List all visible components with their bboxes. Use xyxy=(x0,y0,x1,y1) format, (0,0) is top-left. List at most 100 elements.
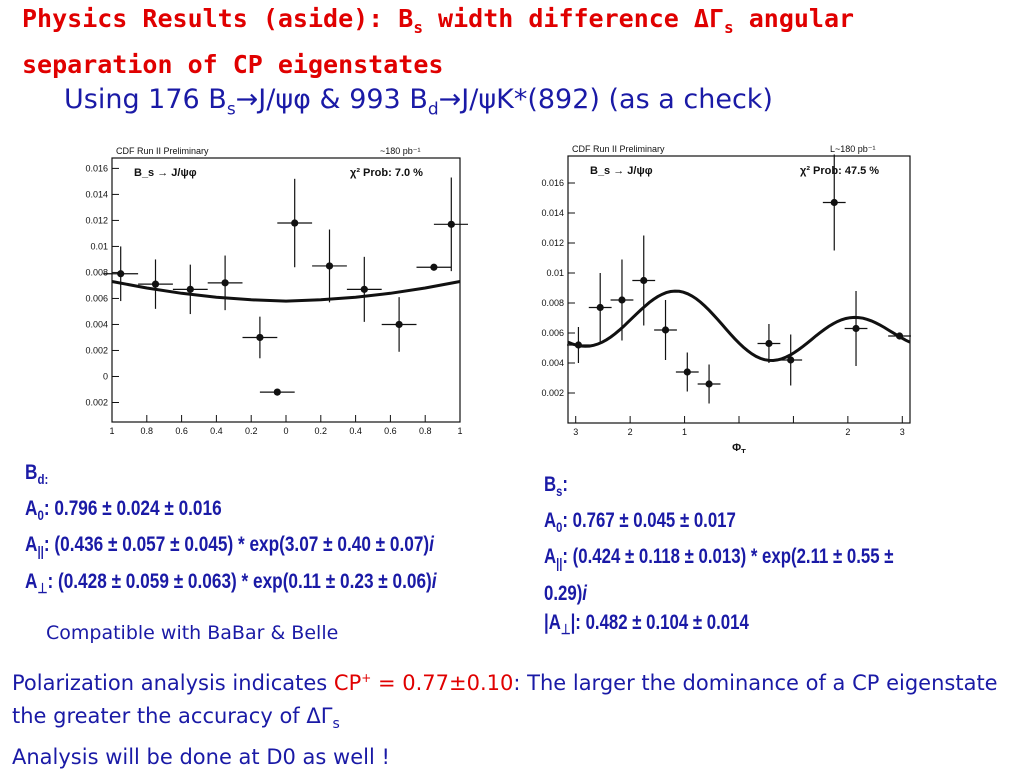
y-tick-label: 0.008 xyxy=(85,267,108,277)
bd-aperp-label: A xyxy=(25,569,38,593)
x-tick-label: 2 xyxy=(845,427,850,437)
y-tick-label: 0.006 xyxy=(541,328,564,338)
data-point xyxy=(360,285,368,293)
y-tick-label: 0.016 xyxy=(85,163,108,173)
data-point xyxy=(291,219,299,227)
data-point xyxy=(596,303,604,312)
bd-apar-i: i xyxy=(429,533,434,557)
bd-a0-value: : 0.796 ± 0.024 ± 0.016 xyxy=(43,497,222,521)
subtitle-arrow1: → xyxy=(235,84,259,115)
bottom-line1-a: Polarization analysis indicates xyxy=(12,671,334,695)
bs-header-sub: s xyxy=(556,483,563,500)
data-point xyxy=(256,333,264,342)
cp-expression: CP+ = 0.77±0.10 xyxy=(334,671,513,695)
data-point xyxy=(683,368,691,376)
plot-frame xyxy=(567,155,911,424)
bs-aperp-label: |A xyxy=(544,610,561,634)
plot-header-right: ~180 pb⁻¹ xyxy=(380,146,421,156)
x-tick-label: 3 xyxy=(900,427,905,437)
plot-phi: 0.002 0.004 0.006 0.008 0.01 0.012 0.014 0.016 3… xyxy=(522,133,918,453)
title-sub: s xyxy=(413,18,423,37)
y-tick-label: 0.01 xyxy=(546,268,564,278)
data-point xyxy=(395,320,403,329)
data-point xyxy=(852,324,860,333)
y-tick-label: 0.008 xyxy=(541,298,564,308)
subtitle-part2: J/ψφ & 993 B xyxy=(258,84,428,115)
bs-header-colon: : xyxy=(562,473,568,496)
subtitle-part1: Using 176 B xyxy=(64,84,227,115)
slide-subtitle: Using 176 Bs→J/ψφ & 993 Bd→J/ψK*(892) (a… xyxy=(64,84,773,119)
x-tick-label: 0.4 xyxy=(210,426,223,436)
bs-a0: A0: 0.767 ± 0.045 ± 0.017 xyxy=(544,506,928,542)
cp-value: = 0.77±0.10 xyxy=(371,671,514,695)
title-part1: Physics Results (aside): B xyxy=(22,4,414,33)
y-tick-label: 0.002 xyxy=(85,397,108,407)
data-point xyxy=(221,279,229,287)
x-tick-label: 3 xyxy=(573,427,578,437)
plot-header-right: L~180 pb⁻¹ xyxy=(830,144,876,154)
data-point xyxy=(618,296,626,304)
subtitle-sub1: s xyxy=(226,99,236,120)
bd-aperp-i: i xyxy=(431,569,437,593)
bottom-line1-b: : The larger the dominance of a CP eigen… xyxy=(12,671,998,728)
plot-phi-svg: 0.002 0.004 0.006 0.008 0.01 0.012 0.014 0.016 3… xyxy=(541,144,911,453)
data-point xyxy=(186,285,194,293)
bs-apar-i: i xyxy=(582,581,587,605)
bs-aperp: |A⊥|: 0.482 ± 0.104 ± 0.014 xyxy=(544,608,928,644)
bottom-symbol: ΔΓ xyxy=(306,704,333,728)
bottom-text: Polarization analysis indicates CP+ = 0.… xyxy=(12,662,1017,774)
bd-header: Bd: xyxy=(25,458,437,494)
x-tick-label: 0.2 xyxy=(245,426,258,436)
data-point xyxy=(273,388,281,396)
plot-legend: B_s → J/ψφ xyxy=(134,167,197,179)
x-tick-label: 2 xyxy=(628,427,633,437)
title-part3: angular separation of CP eigenstates xyxy=(22,4,855,79)
x-tick-label: 0.2 xyxy=(315,426,328,436)
x-tick-label: 1 xyxy=(457,426,462,436)
bs-a0-value: : 0.767 ± 0.045 ± 0.017 xyxy=(562,509,736,533)
bs-a0-sub: 0 xyxy=(556,519,563,536)
x-tick-label: 0 xyxy=(283,426,288,436)
y-tick-label: 0.014 xyxy=(541,208,564,218)
y-tick-label: 0.004 xyxy=(85,319,108,329)
subtitle-arrow2: → xyxy=(438,84,462,115)
results-bs: Bs: A0: 0.767 ± 0.045 ± 0.017 A||: (0.42… xyxy=(544,470,928,644)
data-point xyxy=(705,380,713,388)
data-point xyxy=(830,198,838,207)
bs-apar-value: : (0.424 ± 0.118 ± 0.013) * exp(2.11 ± 0… xyxy=(544,545,894,605)
plot-costheta: 0.002 0 0.002 0.004 0.006 0.008 0.01 0.012 0.014… xyxy=(68,130,468,440)
bd-a0: A0: 0.796 ± 0.024 ± 0.016 xyxy=(25,494,437,530)
plot-annotation: χ² Prob: 47.5 % xyxy=(800,165,879,177)
data-point xyxy=(787,356,795,364)
x-tick-label: 0.4 xyxy=(349,426,362,436)
bd-a0-label: A xyxy=(25,497,38,521)
y-tick-label: 0.002 xyxy=(541,388,564,398)
bd-header-sub: d: xyxy=(37,471,49,488)
bd-a0-sub: 0 xyxy=(37,507,44,524)
y-tick-label: 0.014 xyxy=(85,189,108,199)
subtitle-part3: J/ψK*(892) (as a check) xyxy=(461,84,773,115)
bd-header-label: B xyxy=(25,461,38,484)
bs-header: Bs: xyxy=(544,470,928,506)
bs-a0-label: A xyxy=(544,509,557,533)
data-point xyxy=(151,280,160,288)
plot-annotation: χ² Prob: 7.0 % xyxy=(350,167,423,179)
bs-apar: A||: (0.424 ± 0.118 ± 0.013) * exp(2.11 … xyxy=(544,542,928,607)
title-part2: width difference xyxy=(422,4,694,33)
x-tick-label: 0.8 xyxy=(141,426,154,436)
plot-header-left: CDF Run II Preliminary xyxy=(116,146,209,156)
subtitle-sub2: d xyxy=(427,99,439,120)
bs-aperp-sub: ⊥ xyxy=(560,620,571,637)
bs-header-label: B xyxy=(544,473,557,496)
data-point xyxy=(895,332,904,340)
y-tick-label: 0.012 xyxy=(541,238,564,248)
data-point xyxy=(574,341,583,349)
bd-aperp-sub: ⊥ xyxy=(37,579,48,596)
y-tick-label: 0.002 xyxy=(85,345,108,355)
y-tick-label: 0.01 xyxy=(90,241,108,251)
x-tick-label: 1 xyxy=(109,426,114,436)
data-point xyxy=(325,262,334,270)
y-tick-label: 0.016 xyxy=(541,178,564,188)
x-tick-label: 0.6 xyxy=(384,426,397,436)
x-tick-label: 1 xyxy=(682,427,687,437)
